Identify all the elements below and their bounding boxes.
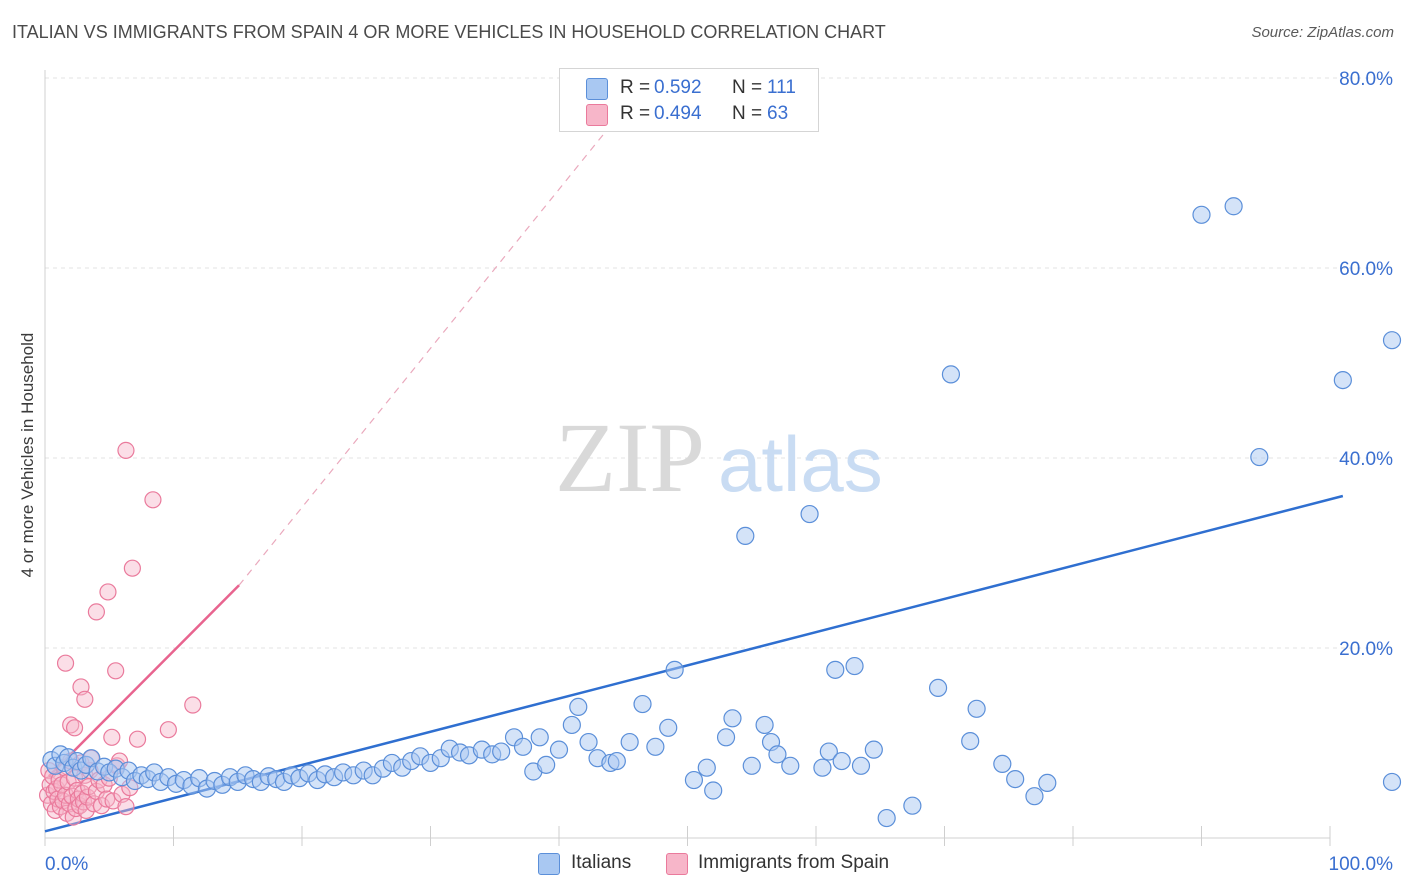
stats-legend: R = 0.592 N = 111 R = 0.494 N = 63 <box>559 68 819 132</box>
italians-point <box>659 718 678 737</box>
legend-r-value: 0.592 <box>654 77 702 98</box>
y-tick-label: 80.0% <box>1339 69 1393 90</box>
italians-point <box>723 709 742 728</box>
italians-point <box>845 656 864 676</box>
spain-point <box>65 719 84 737</box>
legend-n-value: 63 <box>767 103 789 124</box>
italians-point <box>569 697 588 717</box>
italians-point <box>800 504 819 524</box>
x-tick-labels: 0.0% 100.0% <box>45 854 1393 875</box>
italians-point <box>826 660 845 679</box>
italians-point <box>781 756 800 775</box>
italians-point <box>704 781 723 800</box>
legend-n-label: N = <box>732 103 763 124</box>
spain-point <box>117 798 135 816</box>
x-tick-label: 100.0% <box>1329 854 1394 875</box>
italians-point <box>832 751 851 771</box>
italians-point <box>1025 787 1044 806</box>
italians-point <box>1192 205 1211 224</box>
italians-point <box>620 732 639 752</box>
italians-points <box>42 197 1402 828</box>
spain-point <box>76 690 94 708</box>
italians-point <box>579 732 598 752</box>
legend-n-value: 111 <box>767 77 796 98</box>
legend-swatch-spain <box>586 104 608 126</box>
italians-point <box>513 737 533 756</box>
italians-point <box>903 796 922 815</box>
italians-point <box>1224 197 1243 216</box>
source-label: Source: ZipAtlas.com <box>1251 24 1394 41</box>
italians-point <box>768 745 787 764</box>
y-tick-label: 40.0% <box>1339 449 1393 470</box>
spain-point <box>98 790 116 808</box>
italians-point <box>993 754 1012 774</box>
spain-trendline-extension <box>238 77 650 586</box>
italians-point <box>941 365 961 384</box>
y-tick-label: 60.0% <box>1339 259 1393 280</box>
italians-point <box>492 742 511 761</box>
spain-point <box>56 654 75 672</box>
legend-n-label: N = <box>732 77 763 98</box>
spain-point <box>99 583 117 601</box>
italians-point <box>961 731 980 751</box>
italians-point <box>646 737 665 756</box>
spain-point <box>144 491 162 509</box>
italians-point <box>607 751 626 771</box>
italians-point <box>537 755 556 774</box>
legend-r-label: R = <box>620 103 651 124</box>
legend-row-spain: R = 0.494 N = 63 <box>560 100 818 128</box>
x-axis-ticks <box>44 826 1331 846</box>
italians-point <box>1250 447 1269 467</box>
spain-trendline <box>47 584 240 778</box>
italians-point <box>742 756 761 775</box>
y-tick-labels: 20.0% 40.0% 60.0% 80.0% <box>1339 69 1393 660</box>
spain-point <box>103 728 121 746</box>
spain-point <box>87 603 106 621</box>
bottom-legend-swatch-spain <box>666 853 688 875</box>
italians-point <box>1382 331 1402 350</box>
legend-r-value: 0.494 <box>654 103 702 124</box>
bottom-legend-italians: Italians <box>571 852 632 873</box>
italians-point <box>851 756 871 775</box>
italians-point <box>967 699 986 718</box>
legend-row-italians: R = 0.592 N = 111 <box>560 74 818 102</box>
italians-point <box>1038 773 1057 793</box>
legend-r-label: R = <box>620 77 651 98</box>
bottom-legend-spain: Immigrants from Spain <box>698 852 890 873</box>
spain-point <box>184 696 202 714</box>
italians-point <box>716 728 736 747</box>
italians-point <box>877 808 896 828</box>
italians-point <box>928 678 948 698</box>
chart-title: ITALIAN VS IMMIGRANTS FROM SPAIN 4 OR MO… <box>12 22 886 42</box>
italians-point <box>633 694 652 714</box>
spain-point <box>159 721 177 739</box>
italians-point <box>819 742 838 761</box>
x-tick-label: 0.0% <box>45 854 88 875</box>
italians-point <box>1333 371 1352 390</box>
spain-point <box>117 441 135 459</box>
spain-point <box>128 730 147 748</box>
italians-point <box>1006 769 1025 789</box>
italians-point <box>697 758 716 777</box>
legend-swatch-italians <box>586 78 608 100</box>
italians-point <box>684 770 704 790</box>
watermark-atlas: atlas <box>718 420 883 508</box>
italians-point <box>813 758 832 777</box>
italians-point <box>665 660 684 679</box>
italians-point <box>549 740 569 759</box>
italians-point <box>1382 772 1402 792</box>
spain-point <box>123 559 141 577</box>
italians-point <box>562 715 581 735</box>
watermark-zip: ZIP <box>555 402 705 513</box>
y-tick-label: 20.0% <box>1339 639 1393 660</box>
italians-point <box>755 715 774 735</box>
italians-point <box>736 526 755 546</box>
bottom-legend-swatch-italians <box>538 853 560 875</box>
spain-point <box>107 662 125 680</box>
italians-point <box>530 728 549 747</box>
italians-point <box>864 740 883 759</box>
